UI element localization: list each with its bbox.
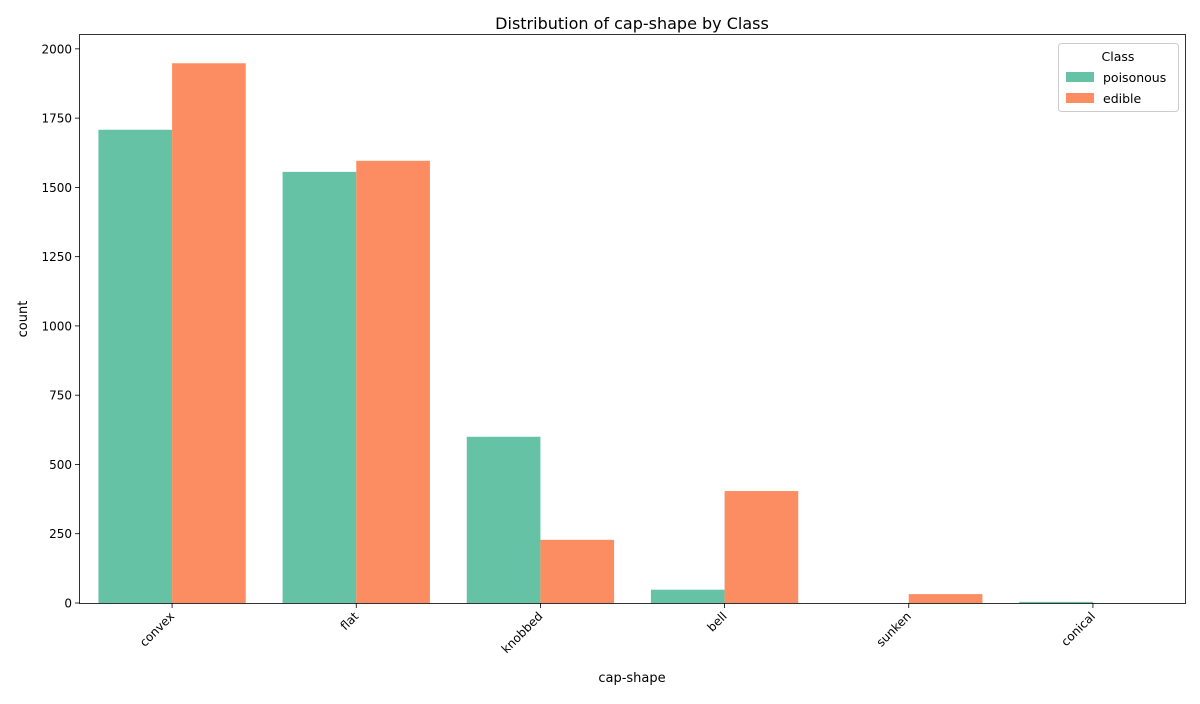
legend: Class poisonous edible — [1058, 43, 1179, 112]
bar-edible-convex — [172, 63, 246, 603]
y-tick-label: 500 — [49, 458, 72, 472]
bars-group — [98, 63, 1093, 604]
bar-poisonous-bell — [650, 589, 725, 603]
legend-label-edible: edible — [1103, 91, 1142, 106]
x-axis: convex flat knobbed bell sunken conical — [137, 603, 1098, 656]
y-tick-label: 1750 — [41, 112, 72, 126]
y-tick-label: 1000 — [41, 319, 72, 333]
bar-poisonous-conical — [1019, 601, 1093, 603]
bar-edible-knobbed — [540, 539, 615, 603]
y-axis: 0 250 500 750 1000 1250 1500 1750 2000 — [41, 42, 80, 611]
legend-swatch-edible — [1066, 93, 1094, 103]
bar-edible-bell — [724, 491, 799, 603]
legend-swatch-poisonous — [1066, 72, 1094, 82]
x-tick-label-conical: conical — [1058, 609, 1098, 649]
bar-poisonous-flat — [282, 171, 357, 603]
y-axis-label: count — [16, 301, 31, 338]
legend-label-poisonous: poisonous — [1103, 70, 1166, 85]
x-tick-label-sunken: sunken — [874, 609, 914, 649]
x-axis-label: cap-shape — [598, 671, 665, 686]
x-tick-label-flat: flat — [338, 609, 362, 633]
y-tick-label: 1500 — [41, 181, 72, 195]
bar-poisonous-convex — [98, 129, 173, 603]
x-tick-label-knobbed: knobbed — [499, 609, 546, 656]
chart-title: Distribution of cap-shape by Class — [495, 14, 769, 33]
y-tick-label: 250 — [49, 527, 72, 541]
bar-poisonous-knobbed — [466, 436, 541, 603]
y-tick-label: 1250 — [41, 250, 72, 264]
x-tick-label-convex: convex — [137, 609, 177, 649]
legend-items: poisonous edible — [1066, 70, 1166, 106]
y-tick-label: 750 — [49, 389, 72, 403]
plot-frame — [79, 34, 1186, 604]
bar-edible-flat — [356, 160, 430, 604]
bar-edible-sunken — [908, 594, 983, 603]
x-tick-label-bell: bell — [704, 609, 729, 634]
legend-title: Class — [1102, 49, 1135, 64]
y-tick-label: 2000 — [41, 42, 72, 56]
y-tick-label: 0 — [64, 597, 72, 611]
